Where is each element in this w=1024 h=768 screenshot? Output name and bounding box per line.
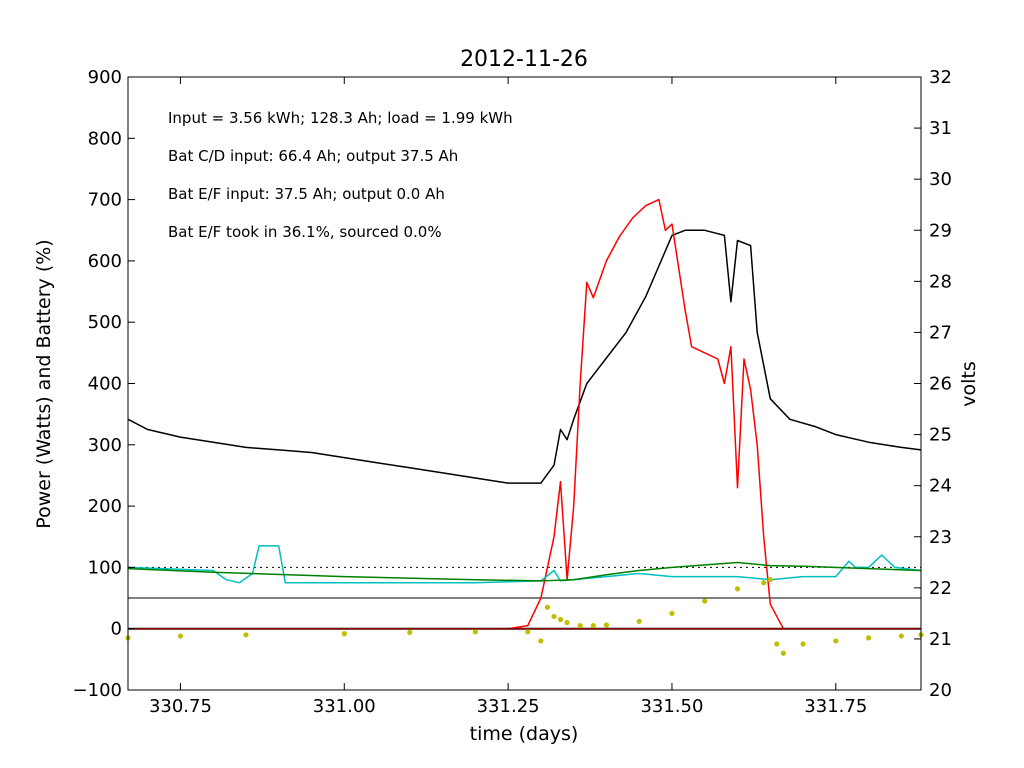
series-4-point-17: [702, 598, 708, 604]
x-tick-label-4: 331.75: [804, 696, 867, 717]
y-axis-label: Power (Watts) and Battery (%): [33, 239, 55, 528]
y2-tick-label-0: 20: [929, 680, 952, 701]
y2-tick-label-6: 26: [929, 374, 952, 395]
series-4-point-23: [800, 641, 806, 647]
annotation-1: Bat C/D input: 66.4 Ah; output 37.5 Ah: [168, 147, 458, 165]
series-1-line: [128, 198, 921, 630]
series-4-point-11: [564, 619, 570, 626]
series-4-point-20: [767, 577, 773, 583]
x-tick-label-1: 331.00: [313, 696, 376, 717]
series-4-point-14: [603, 622, 610, 628]
y-tick-label-6: 500: [88, 312, 122, 333]
series-4-point-5: [472, 629, 478, 635]
y2-tick-label-12: 32: [929, 67, 952, 88]
y-tick-label-9: 800: [88, 128, 122, 149]
series-3-line: [127, 561, 922, 582]
annotation-2: Bat E/F input: 37.5 Ah; output 0.0 Ah: [168, 185, 445, 203]
series-4-point-8: [544, 604, 551, 610]
series-4-point-7: [538, 638, 544, 644]
series-4-point-13: [590, 623, 596, 629]
series-4-point-19: [761, 580, 767, 586]
series-4-point-16: [669, 610, 675, 616]
series-4-point-24: [833, 638, 839, 644]
y-tick-label-3: 200: [88, 496, 122, 517]
series-0-line: [127, 229, 922, 484]
series-4-point-4: [407, 629, 413, 635]
annotations: Input = 3.56 kWh; 128.3 Ah; load = 1.99 …: [168, 109, 513, 241]
y-tick-label-5: 400: [88, 374, 122, 395]
x-ticks: 330.75 331.00 331.25 331.50 331.75: [149, 77, 867, 717]
series-4-point-21: [774, 641, 780, 647]
y2-tick-label-11: 31: [929, 118, 952, 139]
y-tick-label-4: 300: [88, 435, 122, 456]
chart-title: 2012-11-26: [460, 47, 588, 72]
annotation-3: Bat E/F took in 36.1%, sourced 0.0%: [168, 223, 442, 241]
y2-tick-label-9: 29: [929, 220, 952, 241]
y2-axis-label: volts: [958, 361, 980, 407]
x-tick-label-0: 330.75: [149, 696, 212, 717]
y2-tick-label-5: 25: [929, 425, 952, 446]
series-4-point-2: [243, 632, 249, 638]
series-4-point-12: [577, 623, 583, 629]
y2-tick-label-1: 21: [929, 629, 952, 650]
series-4-point-15: [636, 618, 642, 624]
series-4-point-1: [177, 633, 184, 639]
x-tick-label-2: 331.25: [477, 696, 540, 717]
series-4-point-25: [865, 635, 872, 641]
y2-tick-label-7: 27: [929, 322, 952, 343]
plot-frame: [127, 76, 922, 691]
y2-tick-label-8: 28: [929, 271, 952, 292]
series-4-point-9: [551, 613, 557, 620]
series-4-point-26: [898, 633, 904, 639]
y2-ticks: 20 21 22 23 24 25 26 27 28 29 30 31 32: [914, 67, 952, 701]
series-layer: [125, 198, 924, 656]
series-4: [125, 577, 924, 656]
y-tick-label-1: 0: [111, 619, 122, 640]
series-4-point-3: [341, 631, 347, 637]
y-tick-label-7: 600: [88, 251, 122, 272]
x-tick-label-3: 331.50: [640, 696, 703, 717]
y-tick-label-10: 900: [88, 67, 122, 88]
y-tick-label-8: 700: [88, 190, 122, 211]
y2-tick-label-3: 23: [929, 527, 952, 548]
x-axis-label: time (days): [470, 723, 579, 745]
series-2-line: [127, 545, 922, 584]
y2-tick-label-2: 22: [929, 578, 952, 599]
series-4-point-22: [780, 650, 786, 656]
annotation-0: Input = 3.56 kWh; 128.3 Ah; load = 1.99 …: [168, 109, 513, 127]
y-tick-label-0: −100: [73, 680, 122, 701]
series-4-point-6: [525, 629, 531, 635]
y-ticks: −100 0 100 200 300 400 500 600 700 800 900: [73, 67, 135, 701]
series-4-point-10: [557, 616, 564, 623]
y2-tick-label-4: 24: [929, 476, 952, 497]
y2-tick-label-10: 30: [929, 169, 952, 190]
y-tick-label-2: 100: [88, 557, 122, 578]
series-4-point-18: [734, 586, 741, 592]
